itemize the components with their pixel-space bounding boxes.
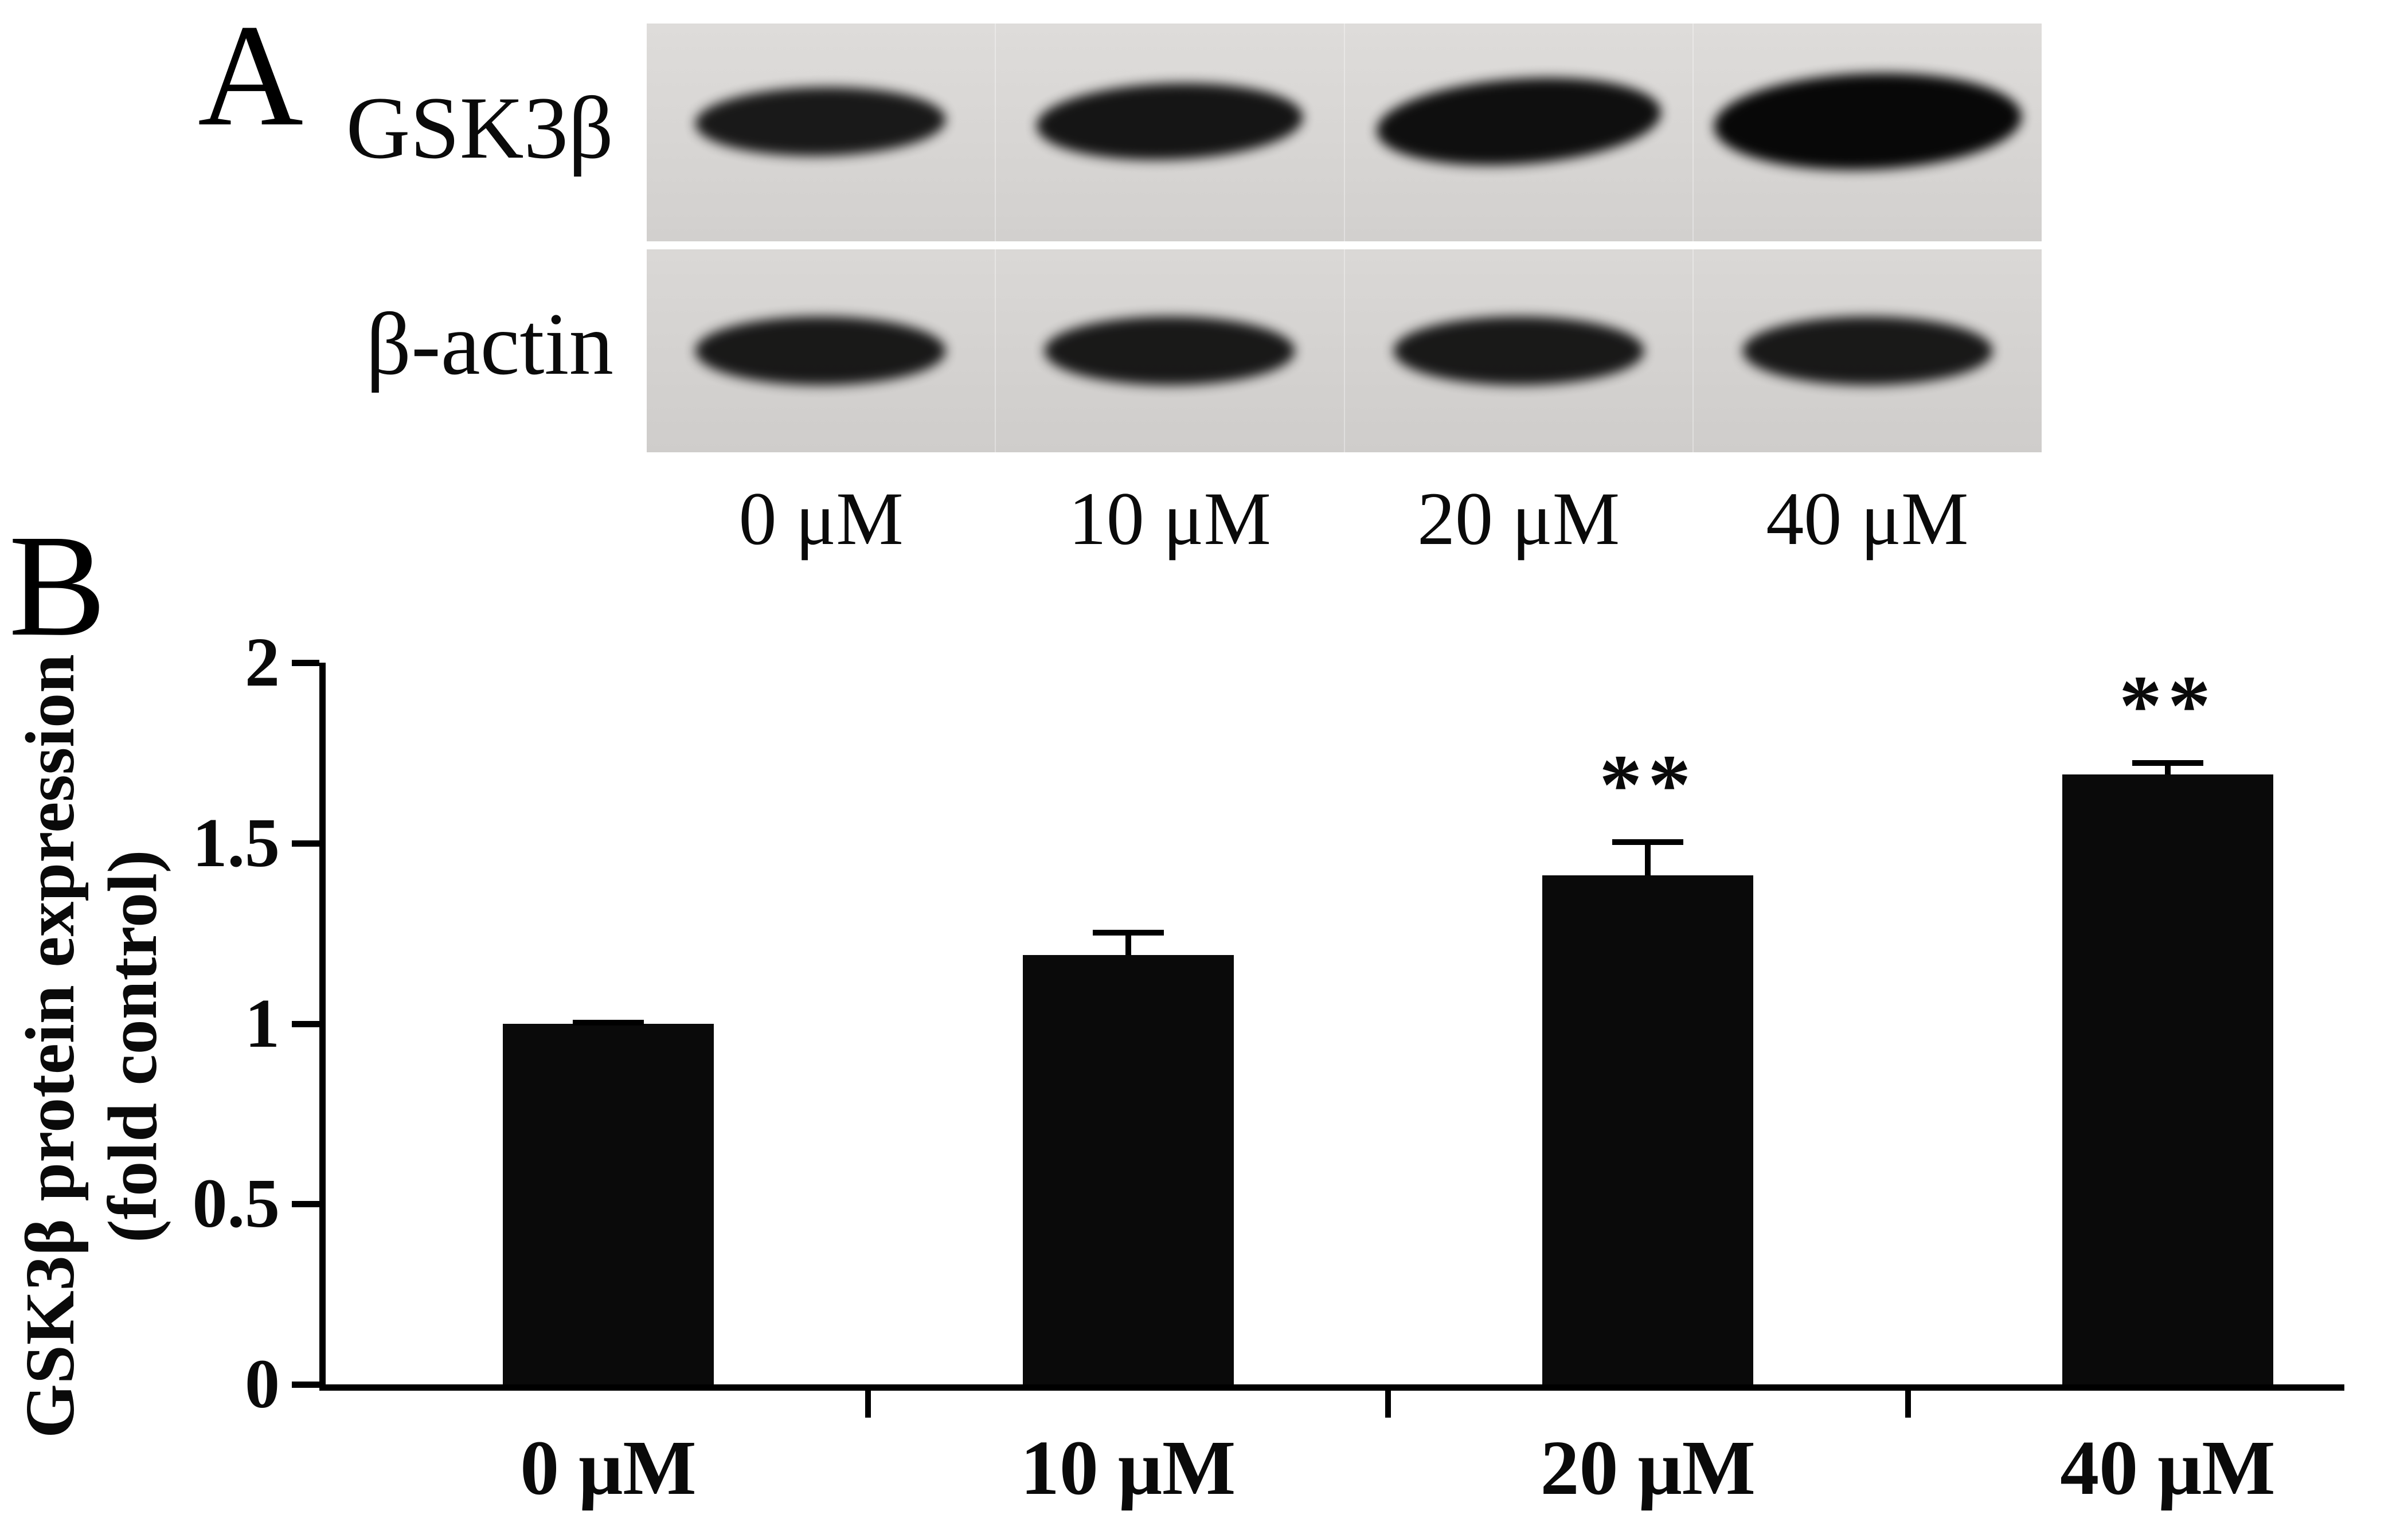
blot-dose-labels: 0 μM 10 μM 20 μM 40 μM xyxy=(647,475,2042,562)
y-axis-tick xyxy=(292,840,319,847)
x-axis-category-label: 0 μM xyxy=(520,1425,697,1511)
blot-row-label-gsk3b: GSK3β xyxy=(346,79,613,177)
bar xyxy=(1542,875,1754,1384)
blot-band xyxy=(1374,69,1664,174)
blot-band xyxy=(694,85,947,158)
lane-dose-label: 40 μM xyxy=(1766,476,1969,561)
blot-band xyxy=(1742,316,1993,385)
error-bar-cap xyxy=(572,1020,644,1026)
significance-label: ** xyxy=(2118,658,2217,753)
y-axis-tick-label: 2 xyxy=(245,624,280,701)
blot-lane xyxy=(1343,249,1693,452)
blot-band xyxy=(1044,316,1295,385)
y-axis-tick-label: 1.5 xyxy=(192,804,280,882)
bar xyxy=(2062,774,2273,1384)
x-axis-tick xyxy=(1905,1384,1911,1418)
blot-band xyxy=(1393,316,1644,385)
error-bar xyxy=(2164,760,2171,775)
x-axis-tick xyxy=(865,1384,871,1418)
y-axis-tick xyxy=(292,660,319,666)
lane-dose-label: 20 μM xyxy=(1417,476,1620,561)
x-axis-category-label: 10 μM xyxy=(1020,1425,1236,1511)
panel-b-label: B xyxy=(9,505,107,667)
western-blot-strip-gsk3b xyxy=(647,24,2042,241)
lane-dose-label: 10 μM xyxy=(1068,476,1271,561)
y-axis-tick-label: 0.5 xyxy=(192,1165,280,1243)
y-axis-title-line2: (fold control) xyxy=(94,850,171,1243)
blot-lane xyxy=(1692,249,2042,452)
y-axis-title-line1: GSK3β protein expression xyxy=(11,653,89,1439)
x-axis-category-label: 40 μM xyxy=(2060,1425,2276,1511)
western-blot-strip-bactin xyxy=(647,249,2042,452)
significance-label: ** xyxy=(1599,737,1697,833)
bar-chart-plot-area: 0 0.5 1 1.5 2 0 μM 10 μM ** 20 μM ** 40 μM xyxy=(193,628,2344,1507)
blot-lane xyxy=(647,249,995,452)
y-axis-tick xyxy=(292,1201,319,1208)
x-axis-tick xyxy=(1385,1384,1391,1418)
error-bar-cap xyxy=(1612,839,1684,846)
blot-lane xyxy=(1692,24,2042,241)
panel-a-label: A xyxy=(198,0,304,156)
y-axis-tick xyxy=(292,1382,319,1388)
error-bar-cap xyxy=(1092,929,1164,936)
blot-lane xyxy=(1343,24,1693,241)
x-axis-category-label: 20 μM xyxy=(1540,1425,1756,1511)
blot-band xyxy=(695,316,946,385)
y-axis-tick xyxy=(292,1020,319,1027)
bar xyxy=(502,1023,714,1384)
error-bar xyxy=(1125,929,1131,955)
y-axis-tick-label: 1 xyxy=(245,984,280,1062)
blot-lane xyxy=(994,24,1344,241)
blot-row-label-bactin: β-actin xyxy=(366,295,613,393)
blot-lane xyxy=(647,24,995,241)
lane-dose-label: 0 μM xyxy=(738,476,904,561)
blot-lane xyxy=(994,249,1344,452)
y-axis-tick-label: 0 xyxy=(245,1345,280,1423)
blot-band xyxy=(1712,68,2024,175)
blot-band xyxy=(1035,79,1304,165)
error-bar xyxy=(1645,839,1651,876)
y-axis-title-text: GSK3β protein expression (fold control) xyxy=(9,654,174,1438)
y-axis-title: GSK3β protein expression (fold control) xyxy=(11,636,171,1456)
error-bar-cap xyxy=(2132,760,2203,766)
bar xyxy=(1022,954,1234,1384)
